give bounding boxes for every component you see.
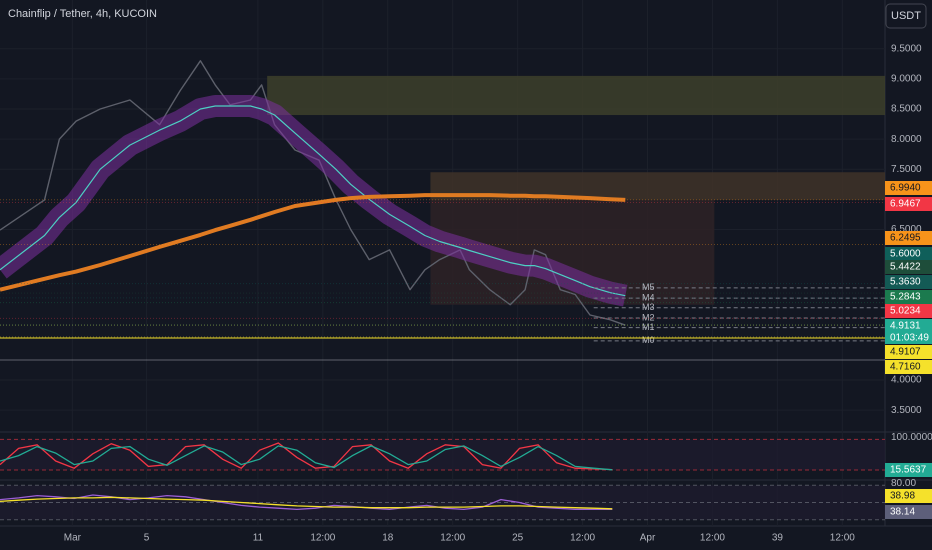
price-badge-label: 5.2843 xyxy=(890,292,921,303)
price-line xyxy=(0,105,626,297)
osc-badge-label: 15.5637 xyxy=(890,465,927,476)
price-badge xyxy=(885,360,932,374)
x-tick-label: 12:00 xyxy=(700,533,725,544)
osc-tick-label: 100.0000 xyxy=(891,432,932,443)
price-badge-label: 6.9940 xyxy=(890,183,921,194)
osc-tick-label: 80.00 xyxy=(891,478,916,489)
x-tick-label: 12:00 xyxy=(570,533,595,544)
price-badge xyxy=(885,260,932,274)
price-badge xyxy=(885,197,932,211)
price-badge xyxy=(885,304,932,318)
y-tick-label: 8.0000 xyxy=(891,134,922,145)
price-badge-label: 5.6000 xyxy=(890,249,921,260)
osc-line xyxy=(0,442,613,471)
level-label: M3 xyxy=(642,302,655,312)
price-line xyxy=(0,60,626,326)
price-badge-label: 5.4422 xyxy=(890,262,921,273)
y-tick-label: 6.5000 xyxy=(891,224,922,235)
price-badge xyxy=(885,181,932,195)
osc-line xyxy=(0,496,613,510)
osc-badge-label: 38.14 xyxy=(890,507,915,518)
price-badge xyxy=(885,247,932,261)
x-tick-label: Apr xyxy=(640,533,656,544)
osc-line xyxy=(0,494,613,511)
price-badge-label: 4.9107 xyxy=(890,347,921,358)
currency-label[interactable]: USDT xyxy=(891,10,921,22)
countdown-label: 01:03:49 xyxy=(890,333,929,344)
x-tick-label: 5 xyxy=(144,533,150,544)
zone xyxy=(267,75,885,116)
osc-background xyxy=(0,439,885,470)
level-label: M5 xyxy=(642,282,655,292)
countdown-badge xyxy=(885,332,932,344)
x-tick-label: 11 xyxy=(253,533,264,544)
y-tick-label: 7.5000 xyxy=(891,164,922,175)
osc-badge xyxy=(885,489,932,503)
y-tick-label: 9.5000 xyxy=(891,43,922,54)
x-tick-label: 12:00 xyxy=(830,533,855,544)
currency-button[interactable] xyxy=(885,3,927,29)
price-badge xyxy=(885,319,932,333)
osc-badge xyxy=(885,505,932,519)
x-tick-label: 39 xyxy=(772,533,784,544)
y-tick-label: 4.0000 xyxy=(891,375,922,386)
y-tick-label: 3.5000 xyxy=(891,405,922,416)
price-badge xyxy=(885,275,932,289)
x-tick-label: 18 xyxy=(382,533,394,544)
level-label: M4 xyxy=(642,292,655,302)
x-tick-label: 25 xyxy=(512,533,524,544)
price-badge xyxy=(885,345,932,359)
x-tick-label: 12:00 xyxy=(440,533,465,544)
price-badge-label: 5.0234 xyxy=(890,306,921,317)
price-badge xyxy=(885,231,932,245)
chart-title: Chainflip / Tether, 4h, KUCOIN xyxy=(8,8,157,20)
level-label: M1 xyxy=(642,322,655,332)
y-tick-label: 8.5000 xyxy=(891,104,922,115)
price-badge-label: 4.7160 xyxy=(890,362,921,373)
y-tick-label: 9.0000 xyxy=(891,74,922,85)
osc-badge-label: 38.98 xyxy=(890,491,915,502)
price-badge-label: 6.9467 xyxy=(890,199,921,210)
price-line xyxy=(0,193,626,292)
price-badge-label: 4.9131 xyxy=(890,321,921,332)
x-tick-label: Mar xyxy=(64,533,82,544)
osc-badge xyxy=(885,463,932,477)
level-label: M0 xyxy=(642,335,655,345)
osc-line xyxy=(0,445,613,471)
price-badge xyxy=(885,290,932,304)
level-label: M2 xyxy=(642,312,655,322)
x-tick-label: 12:00 xyxy=(310,533,335,544)
price-badge-label: 6.2495 xyxy=(890,233,921,244)
price-badge-label: 5.3630 xyxy=(890,277,921,288)
